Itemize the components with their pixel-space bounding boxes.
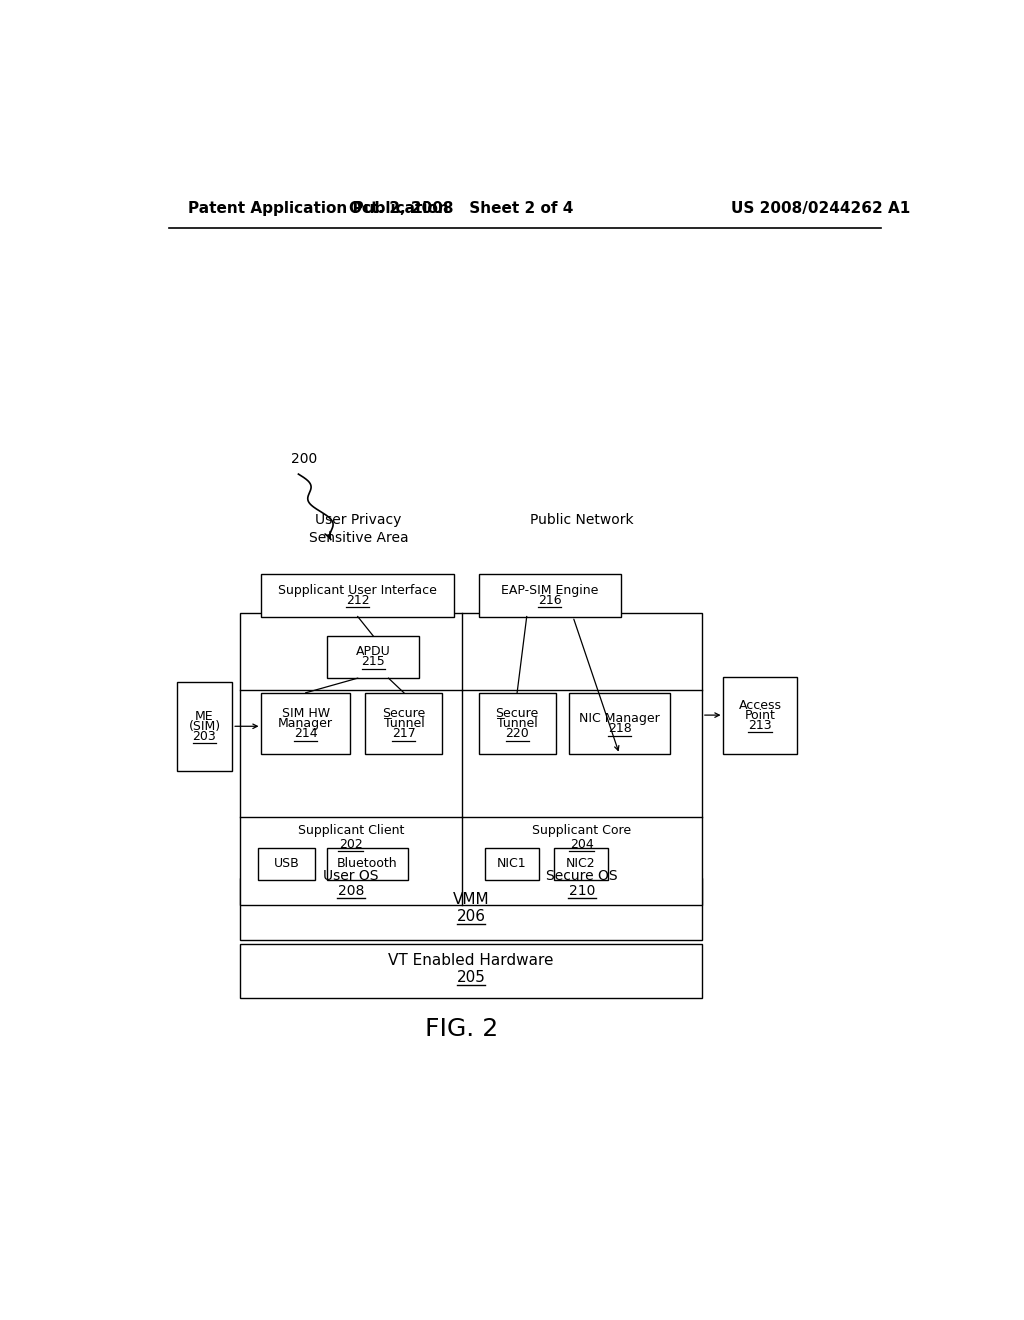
Text: 200: 200 [291,451,317,466]
Bar [177,682,232,771]
Bar [240,878,701,940]
Text: Oct. 2, 2008   Sheet 2 of 4: Oct. 2, 2008 Sheet 2 of 4 [349,201,573,216]
Text: VMM: VMM [453,892,489,907]
Text: 208: 208 [338,884,364,899]
Text: Supplicant Client: Supplicant Client [298,824,403,837]
Bar [484,847,539,880]
Text: 212: 212 [346,594,370,607]
Text: 217: 217 [392,727,416,741]
Text: EAP-SIM Engine: EAP-SIM Engine [501,583,598,597]
Text: VT Enabled Hardware: VT Enabled Hardware [388,953,554,969]
Text: US 2008/0244262 A1: US 2008/0244262 A1 [731,201,910,216]
Bar [261,574,454,616]
Text: 220: 220 [505,727,529,741]
Text: Manager: Manager [279,717,333,730]
Text: Secure: Secure [382,708,426,721]
Bar [478,574,621,616]
Text: Tunnel: Tunnel [384,717,424,730]
Text: Patent Application Publication: Patent Application Publication [188,201,450,216]
Bar [240,944,701,998]
Bar [554,847,608,880]
Text: FIG. 2: FIG. 2 [425,1016,499,1040]
Text: Bluetooth: Bluetooth [337,857,397,870]
Text: NIC Manager: NIC Manager [580,711,659,725]
Text: Secure OS: Secure OS [546,869,617,883]
Text: Tunnel: Tunnel [497,717,538,730]
Text: 204: 204 [570,838,594,851]
Text: SIM HW: SIM HW [282,708,330,721]
Text: 206: 206 [457,909,485,924]
Text: ME: ME [196,710,214,723]
Text: NIC2: NIC2 [566,857,596,870]
Text: APDU: APDU [355,645,390,659]
Text: 218: 218 [607,722,632,735]
Text: 203: 203 [193,730,216,743]
Bar [724,677,797,754]
Bar [569,693,670,755]
Text: Sensitive Area: Sensitive Area [308,531,409,545]
Bar [261,693,350,755]
Text: Secure: Secure [496,708,539,721]
Text: 210: 210 [568,884,595,899]
Text: User OS: User OS [323,869,379,883]
Text: 213: 213 [749,718,772,731]
Text: User Privacy: User Privacy [315,513,401,527]
Bar [478,693,556,755]
Text: 202: 202 [339,838,362,851]
Text: Supplicant Core: Supplicant Core [532,824,632,837]
Bar [240,612,701,906]
Text: Point: Point [744,709,775,722]
Text: 216: 216 [538,594,561,607]
Text: Public Network: Public Network [530,513,634,527]
Text: Supplicant User Interface: Supplicant User Interface [279,583,437,597]
Bar [327,636,419,678]
Bar [327,847,408,880]
Text: NIC1: NIC1 [497,857,526,870]
Text: USB: USB [273,857,299,870]
Bar [366,693,442,755]
Bar [258,847,315,880]
Text: 215: 215 [361,656,385,668]
Text: Access: Access [738,698,781,711]
Text: 214: 214 [294,727,317,741]
Text: (SIM): (SIM) [188,719,220,733]
Text: 205: 205 [457,970,485,985]
